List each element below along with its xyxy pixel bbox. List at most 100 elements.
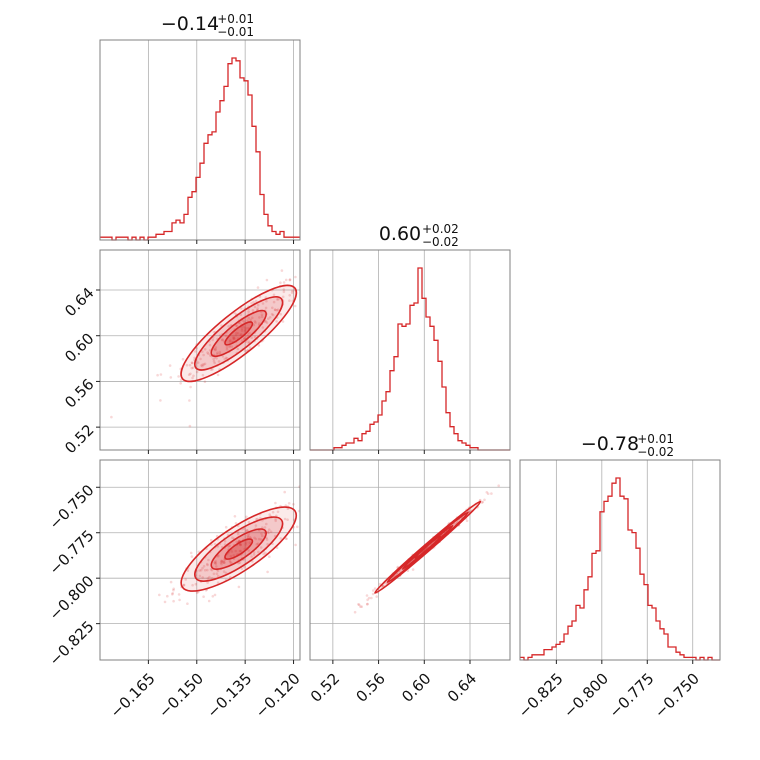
sample-point bbox=[210, 568, 214, 572]
scatter-panel-1 bbox=[96, 249, 301, 454]
sample-point bbox=[158, 593, 161, 597]
sample-point bbox=[290, 291, 294, 294]
sample-point bbox=[172, 587, 175, 591]
y-tick-label: −0.825 bbox=[46, 617, 98, 669]
sample-point bbox=[357, 603, 360, 606]
sample-point bbox=[227, 325, 230, 328]
param-title-3: −0.78 bbox=[581, 433, 639, 455]
sample-point bbox=[246, 319, 249, 322]
sample-point bbox=[282, 290, 286, 294]
sample-point bbox=[239, 542, 242, 546]
sample-point bbox=[228, 559, 232, 563]
sample-point bbox=[233, 336, 236, 340]
sample-point bbox=[288, 278, 292, 282]
panel-frame bbox=[309, 459, 511, 661]
scatter-panel-2 bbox=[96, 459, 329, 664]
sample-point bbox=[367, 596, 371, 600]
sample-point bbox=[275, 309, 279, 312]
sample-point bbox=[357, 603, 361, 607]
sample-point bbox=[212, 359, 216, 363]
sample-point bbox=[261, 526, 264, 529]
sample-point bbox=[326, 512, 329, 515]
sample-point bbox=[366, 602, 369, 606]
sample-point bbox=[269, 530, 273, 533]
sample-point bbox=[184, 578, 187, 581]
x-tick-label: 0.56 bbox=[353, 670, 389, 706]
sample-point bbox=[166, 594, 169, 598]
sample-point bbox=[253, 305, 257, 309]
x-tick-label: 0.64 bbox=[444, 670, 480, 706]
sample-point bbox=[281, 320, 285, 323]
sample-point bbox=[239, 313, 243, 317]
sample-point bbox=[282, 281, 286, 284]
sample-point bbox=[247, 520, 251, 524]
sample-point bbox=[371, 592, 375, 596]
sample-point bbox=[267, 528, 271, 531]
sample-point bbox=[229, 339, 232, 342]
sample-point bbox=[256, 286, 260, 289]
histogram-line bbox=[100, 57, 300, 241]
sample-point bbox=[182, 583, 186, 587]
sample-point bbox=[216, 373, 220, 377]
sample-point bbox=[227, 545, 230, 548]
param-title-1: −0.14 bbox=[161, 13, 219, 35]
density-contour bbox=[374, 500, 482, 594]
sample-point bbox=[177, 375, 180, 378]
sample-point bbox=[201, 364, 204, 368]
sample-point bbox=[207, 558, 210, 562]
sample-point bbox=[190, 361, 194, 365]
sample-point bbox=[248, 331, 251, 335]
sample-point bbox=[274, 501, 277, 505]
sample-point bbox=[191, 376, 194, 380]
sample-point bbox=[206, 568, 209, 572]
sample-point bbox=[179, 382, 182, 385]
param-title-2: 0.60 bbox=[379, 223, 421, 245]
x-tick-label: 0.52 bbox=[307, 670, 343, 706]
sample-point bbox=[288, 299, 291, 303]
sample-point bbox=[293, 304, 297, 308]
sample-point bbox=[216, 352, 219, 356]
sample-point bbox=[247, 316, 250, 320]
sample-point bbox=[217, 360, 221, 363]
sample-point bbox=[280, 269, 284, 272]
x-tick-label: −0.775 bbox=[606, 670, 658, 722]
sample-point bbox=[207, 352, 210, 356]
sample-point bbox=[247, 533, 251, 536]
sample-point bbox=[211, 595, 215, 598]
sample-point bbox=[382, 584, 385, 588]
sample-point bbox=[271, 510, 275, 514]
sample-point bbox=[200, 364, 203, 367]
sample-point bbox=[251, 316, 254, 320]
sample-point bbox=[276, 308, 280, 312]
scatter-panel-3 bbox=[309, 459, 511, 664]
sample-point bbox=[274, 519, 278, 523]
sample-point bbox=[203, 348, 207, 351]
sample-point bbox=[284, 504, 288, 507]
sample-point bbox=[189, 372, 192, 376]
sample-point bbox=[214, 348, 217, 352]
sample-point bbox=[253, 335, 257, 339]
sample-point bbox=[256, 542, 260, 545]
y-tick-label: 0.56 bbox=[61, 375, 97, 411]
sample-point bbox=[359, 605, 362, 608]
sample-point bbox=[255, 518, 258, 521]
sample-point bbox=[265, 278, 269, 282]
sample-point bbox=[230, 561, 233, 565]
panel-content bbox=[110, 269, 298, 428]
histogram-panel-3: −0.78+0.01−0.02 bbox=[519, 432, 721, 664]
sample-point bbox=[270, 312, 274, 316]
sample-point bbox=[365, 594, 369, 597]
sample-point bbox=[235, 324, 239, 328]
sample-point bbox=[213, 542, 217, 546]
sample-point bbox=[216, 574, 220, 578]
sample-point bbox=[366, 598, 369, 602]
sample-point bbox=[194, 582, 198, 586]
sample-point bbox=[276, 510, 280, 514]
sample-point bbox=[286, 507, 290, 511]
sample-point bbox=[240, 307, 243, 310]
sample-point bbox=[273, 308, 277, 312]
sample-point bbox=[203, 568, 207, 572]
sample-point bbox=[237, 585, 241, 589]
sample-point bbox=[192, 374, 195, 378]
sample-point bbox=[260, 315, 264, 319]
